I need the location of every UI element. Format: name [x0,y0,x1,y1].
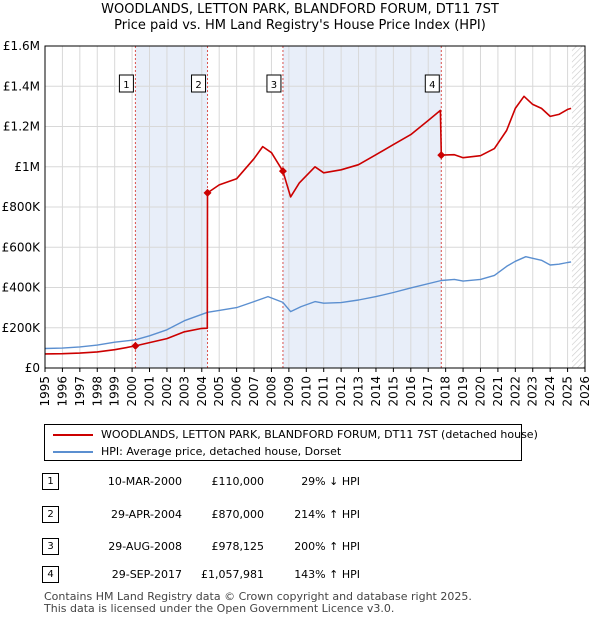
sale-date-1: 10-MAR-2000 [107,475,182,488]
sale-point-4 [437,151,446,160]
price-chart: £0 £200K £400K £600K £800K £1M £1.2M £1.4M £1.6M… [2,39,592,407]
sale-badge-3: 3 [42,538,59,555]
x-tick-label-26: 2021 [491,376,505,407]
x-tick-label-29: 2024 [543,376,557,407]
price-paid-line [44,95,572,355]
chart-legend: WOODLANDS, LETTON PARK, BLANDFORD FORUM,… [44,424,538,461]
x-tick-label-17: 2012 [334,376,348,407]
sale-hpi-4: 143% ↑ HPI [294,568,360,581]
sale-price-2: £870,000 [211,508,265,521]
sale-box-label-1: 1 [123,80,129,91]
chart-subtitle: Price paid vs. HM Land Registry's House … [114,18,486,33]
sale-box-2 [191,74,207,93]
plot-frame [44,45,586,369]
y-tick-label-8: £1.6M [3,39,40,53]
sale-badge-2: 2 [42,506,59,523]
sale-date-3: 29-AUG-2008 [108,540,182,553]
sale-hpi-3: 200% ↑ HPI [294,540,360,553]
sale-hpi-2: 214% ↑ HPI [294,508,360,521]
chart-title: WOODLANDS, LETTON PARK, BLANDFORD FORUM,… [101,2,499,17]
x-tick-label-27: 2022 [508,376,522,407]
sale-box-label-3: 3 [271,80,277,91]
x-tick-label-23: 2018 [439,376,453,407]
x-tick-label-9: 2004 [195,376,209,407]
y-tick-label-2: £400K [2,281,42,295]
x-tick-label-15: 2010 [299,376,313,407]
x-tick-label-30: 2025 [561,376,575,407]
x-tick-label-0: 1995 [38,376,52,407]
x-tick-label-10: 2005 [212,376,226,407]
x-tick-label-6: 2001 [143,376,157,407]
x-tick-label-24: 2019 [456,376,470,407]
sale-price-4: £1,057,981 [201,568,264,581]
y-tick-label-5: £1M [14,160,40,174]
x-tick-label-18: 2013 [352,376,366,407]
x-tick-label-4: 1999 [108,376,122,407]
sale-box-label-2: 2 [195,80,201,91]
x-tick-label-7: 2002 [160,376,174,407]
sale-price-3: £978,125 [211,540,265,553]
y-tick-label-6: £1.2M [3,120,40,134]
y-tick-label-4: £800K [2,200,42,214]
footer-licence: This data is licensed under the Open Gov… [44,602,395,615]
y-tick-label-3: £600K [2,240,42,254]
sale-price-1: £110,000 [211,475,265,488]
sale-badge-4: 4 [42,566,59,583]
footer-copyright: Contains HM Land Registry data © Crown c… [44,590,472,603]
y-tick-label-1: £200K [2,321,42,335]
sale-point-3 [278,167,287,176]
sale-date-4: 29-SEP-2017 [111,568,182,581]
y-tick-label-7: £1.4M [3,79,40,93]
sale-hpi-1: 29% ↓ HPI [301,475,360,488]
x-tick-label-8: 2003 [177,376,191,407]
x-tick-label-28: 2023 [526,376,540,407]
x-tick-label-13: 2008 [264,376,278,407]
sale-date-2: 29-APR-2004 [110,508,182,521]
sale-box-4 [424,74,440,93]
x-tick-label-1: 1996 [55,376,69,407]
x-tick-label-14: 2009 [282,376,296,407]
legend-swatch-price [53,434,93,436]
x-tick-label-12: 2007 [247,376,261,407]
x-tick-label-21: 2016 [404,376,418,407]
sale-box-3 [266,74,282,93]
sale-point-2 [203,188,212,197]
x-tick-label-5: 2000 [125,376,139,407]
sale-box-1 [118,74,134,93]
x-tick-label-31: 2026 [578,376,592,407]
sale-box-label-4: 4 [429,80,435,91]
x-tick-label-11: 2006 [230,376,244,407]
legend-swatch-hpi [53,451,93,453]
hpi-line [44,256,572,350]
x-tick-label-16: 2011 [317,376,331,407]
x-tick-label-3: 1998 [90,376,104,407]
legend-label-price: WOODLANDS, LETTON PARK, BLANDFORD FORUM,… [101,428,538,441]
sale-badge-1: 1 [42,473,59,490]
x-tick-label-19: 2014 [369,376,383,407]
x-tick-label-2: 1997 [73,376,87,407]
x-tick-label-22: 2017 [421,376,435,407]
y-tick-label-0: £0 [25,361,40,375]
sale-point-1 [131,341,140,350]
x-tick-label-20: 2015 [386,376,400,407]
x-tick-label-25: 2020 [473,376,487,407]
legend-label-hpi: HPI: Average price, detached house, Dors… [101,445,342,458]
